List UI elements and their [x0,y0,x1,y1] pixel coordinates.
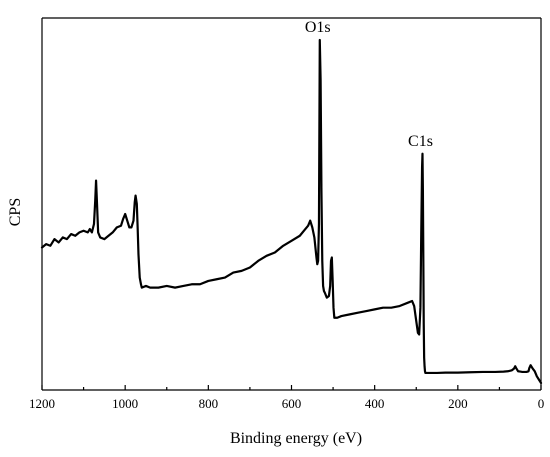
peak-label-c1s: C1s [408,133,433,150]
plot-frame [41,17,542,391]
peak-label-o1s: O1s [305,19,331,36]
y-axis-label: CPS [7,198,24,226]
x-axis-label: Binding energy (eV) [230,430,362,447]
x-tick-label: 1000 [112,396,138,411]
x-tick-label: 200 [448,396,468,411]
series-line [40,38,543,385]
x-tick-label: 600 [282,396,302,411]
x-tick-label: 1200 [29,396,55,411]
x-axis-tick-labels: 1200 1000 800 600 400 200 0 [29,396,544,411]
x-axis-ticks [41,385,542,390]
x-tick-label: 800 [199,396,219,411]
x-tick-label: 400 [365,396,385,411]
x-tick-label: 0 [538,396,545,411]
peak-annotations: O1s C1s [305,19,433,150]
